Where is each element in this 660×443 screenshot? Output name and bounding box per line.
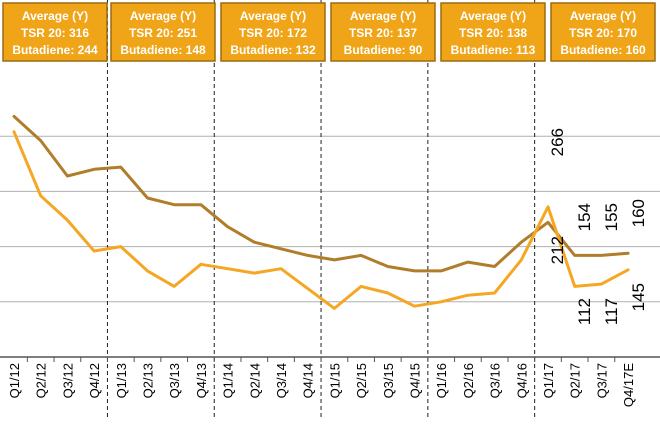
period-dividers (106, 0, 536, 420)
period-box-5: Average (Y) TSR 20: 170 Butadiene: 160 (550, 2, 656, 62)
period-box-line-1: Average (Y) (460, 9, 526, 23)
series-line-0 (12, 114, 630, 273)
x-tick-label-17: Q2/16 (461, 363, 476, 398)
period-box-line-1: Average (Y) (130, 9, 196, 23)
period-box-line-1: Average (Y) (570, 9, 636, 23)
x-tick-label-23: Q4/17E (621, 363, 636, 407)
data-label-3: 112 (575, 298, 594, 325)
period-box-line-1: Average (Y) (350, 9, 416, 23)
period-box-line-3: Butadiene: 148 (120, 43, 206, 57)
period-box-line-3: Butadiene: 90 (344, 43, 423, 57)
x-tick-label-18: Q3/16 (488, 363, 503, 398)
x-tick-label-22: Q3/17 (594, 363, 609, 398)
period-box-2: Average (Y) TSR 20: 172 Butadiene: 132 (220, 2, 326, 62)
period-box-line-1: Average (Y) (22, 9, 88, 23)
x-tick-label-0: Q1/12 (7, 363, 22, 398)
period-box-line-1: Average (Y) (240, 9, 306, 23)
x-tick-label-21: Q2/17 (568, 363, 583, 398)
period-box-bg (110, 2, 216, 62)
period-box-line-3: Butadiene: 132 (230, 43, 316, 57)
x-tick-label-8: Q1/14 (221, 363, 236, 398)
data-label-1: 212 (548, 236, 567, 264)
data-labels: 266 212 154 112 155 117 160 145 (548, 128, 648, 325)
x-tick-label-12: Q1/15 (327, 363, 342, 398)
x-axis (0, 356, 660, 362)
x-tick-label-14: Q3/15 (381, 363, 396, 398)
x-tick-label-9: Q2/14 (247, 363, 262, 398)
period-box-line-3: Butadiene: 244 (12, 43, 98, 57)
data-label-7: 145 (629, 283, 648, 311)
period-box-0: Average (Y) TSR 20: 316 Butadiene: 244 (2, 2, 108, 62)
period-box-bg (2, 2, 108, 62)
period-box-line-2: TSR 20: 172 (239, 26, 307, 40)
period-box-bg (550, 2, 656, 62)
data-label-5: 117 (602, 298, 621, 325)
period-box-1: Average (Y) TSR 20: 251 Butadiene: 148 (110, 2, 216, 62)
period-box-line-2: TSR 20: 251 (129, 26, 197, 40)
data-label-6: 160 (629, 199, 648, 227)
x-tick-label-6: Q3/13 (167, 363, 182, 398)
series-line-1 (12, 130, 630, 310)
period-box-line-2: TSR 20: 138 (459, 26, 527, 40)
x-tick-label-19: Q4/16 (514, 363, 529, 398)
period-box-line-3: Butadiene: 113 (451, 43, 536, 57)
x-tick-label-2: Q3/12 (60, 363, 75, 398)
data-label-4: 155 (602, 203, 621, 231)
x-tick-label-20: Q1/17 (541, 363, 556, 398)
x-tick-label-3: Q4/12 (87, 363, 102, 398)
data-label-2: 154 (575, 203, 594, 231)
period-box-line-2: TSR 20: 170 (569, 26, 637, 40)
period-box-line-2: TSR 20: 137 (349, 26, 417, 40)
x-tick-label-16: Q1/16 (434, 363, 449, 398)
series-lines (12, 114, 630, 310)
x-tick-label-13: Q2/15 (354, 363, 369, 398)
period-box-4: Average (Y) TSR 20: 138 Butadiene: 113 (440, 2, 546, 62)
x-tick-label-10: Q3/14 (274, 363, 289, 398)
x-tick-label-15: Q4/15 (408, 363, 423, 398)
data-label-0: 266 (548, 128, 567, 156)
grid-layer (0, 135, 660, 303)
x-tick-label-7: Q4/13 (194, 363, 209, 398)
x-tick-label-11: Q4/14 (301, 363, 316, 398)
x-tick-label-1: Q2/12 (34, 363, 49, 398)
period-box-bg (220, 2, 326, 62)
x-tick-labels: Q1/12 Q2/12 Q3/12 Q4/12 Q1/13 Q2/13 Q3/13 Q4/13… (7, 363, 636, 407)
period-box-line-2: TSR 20: 316 (21, 26, 89, 40)
x-tick-label-4: Q1/13 (114, 363, 129, 398)
period-box-bg (440, 2, 546, 62)
period-box-bg (330, 2, 436, 62)
period-box-line-3: Butadiene: 160 (560, 43, 646, 57)
x-tick-label-5: Q2/13 (141, 363, 156, 398)
period-box-3: Average (Y) TSR 20: 137 Butadiene: 90 (330, 2, 436, 62)
